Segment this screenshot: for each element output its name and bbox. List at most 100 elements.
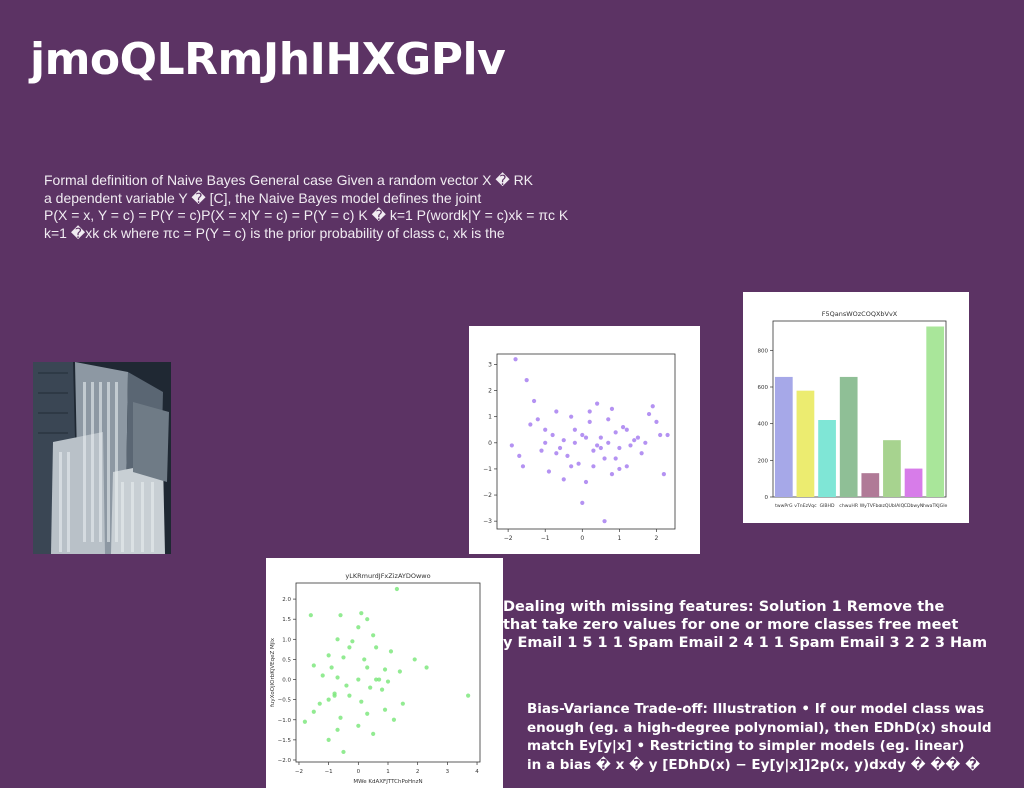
- scatter-point: [583, 435, 589, 440]
- x-tick-label: WyTVFbc: [860, 503, 882, 509]
- scatter-point: [379, 687, 385, 692]
- scatter-point: [569, 414, 574, 419]
- green-scatter-chart: −2 −1 0 1 2 3 4 −2.0 −1.5 −1.0 −0.5 0.0 0.5 1.0 1.5 2.0…: [270, 572, 481, 785]
- scatter-point: [572, 440, 577, 445]
- x-tick-label: 0: [357, 769, 361, 775]
- scatter-point: [528, 422, 533, 427]
- chart-title: F5QansWOzCOQXbVvX: [822, 310, 898, 318]
- green-scatter-card: −2 −1 0 1 2 3 4 −2.0 −1.5 −1.0 −0.5 0.0 0.5 1.0 1.5 2.0…: [266, 558, 503, 788]
- scatter-point: [308, 613, 313, 618]
- scatter-point: [335, 637, 340, 642]
- scatter-point: [466, 693, 471, 698]
- scatter-point: [356, 677, 361, 682]
- bar: [926, 326, 945, 497]
- plot-frame: [496, 353, 676, 530]
- plot-frame: [772, 320, 947, 498]
- slide-title: jmoQLRmJhIHXGPlv: [30, 34, 506, 85]
- scatter-point: [643, 440, 648, 445]
- scatter-point: [341, 655, 346, 660]
- scatter-point: [654, 419, 659, 425]
- scatter-point: [365, 711, 370, 716]
- y-tick-label: −1.0: [278, 718, 292, 724]
- scatter-point: [606, 417, 611, 422]
- x-tick-label: 2: [655, 535, 659, 542]
- naive-bayes-paragraph: Formal definition of Naive Bayes General…: [44, 172, 644, 242]
- paragraph-line: P(X = x, Y = c) = P(Y = c)P(X = x|Y = c)…: [44, 207, 569, 223]
- scatter-point: [391, 717, 397, 722]
- scatter-point: [613, 430, 618, 435]
- scatter-point: [326, 697, 331, 702]
- scatter-point: [591, 464, 596, 469]
- missing-features-text: Dealing with missing features: Solution …: [503, 598, 1024, 652]
- scatter-point: [347, 645, 352, 650]
- scatter-point: [561, 438, 566, 443]
- bar: [883, 440, 901, 497]
- scatter-point: [362, 657, 367, 662]
- scatter-point: [531, 398, 537, 404]
- paragraph-line: Formal definition of Naive Bayes General…: [44, 172, 534, 188]
- scatter-point: [394, 586, 400, 592]
- scatter-point: [617, 466, 622, 472]
- scatter-point: [661, 472, 666, 477]
- purple-scatter-card: −2 −1 0 1 2 −3 −2 −1 0 1 2 3: [469, 326, 700, 554]
- x-axis-label: MWe KdAXFJTTChPoHnzN: [353, 779, 422, 785]
- scatter-point: [520, 464, 526, 469]
- scatter-point: [639, 451, 644, 456]
- scatter-point: [580, 500, 585, 505]
- scatter-point: [382, 707, 388, 712]
- scatter-point: [374, 677, 379, 682]
- y-tick-label: −3: [483, 518, 492, 525]
- scatter-point: [326, 653, 331, 658]
- paragraph-line: k=1 �xk ck where πc = P(Y = c) is the pr…: [44, 224, 505, 241]
- scatter-point: [376, 677, 382, 682]
- scatter-point: [311, 663, 316, 668]
- bias-line: in a bias � x � y [EDhD(x) − Ey[y|x]]2p(…: [527, 756, 981, 773]
- scatter-point: [583, 479, 589, 485]
- x-tick-label: CDbwyN: [904, 503, 924, 509]
- scatter-point: [350, 639, 355, 644]
- scatter-point: [341, 749, 346, 755]
- missing-line: that take zero values for one or more cl…: [503, 617, 959, 633]
- scatter-point: [535, 417, 540, 422]
- y-tick-label: 1.5: [282, 617, 291, 623]
- scatter-point: [320, 673, 325, 678]
- scatter-point: [509, 443, 514, 448]
- scatter-point: [606, 440, 611, 445]
- missing-line: Dealing with missing features: Solution …: [503, 599, 945, 615]
- y-tick-label: −1.5: [278, 738, 292, 744]
- scatter-point: [546, 469, 552, 474]
- bar: [839, 376, 858, 497]
- x-tick-label: 2: [416, 769, 420, 775]
- x-tick-label: ezQUbIAlQ: [880, 503, 905, 509]
- scatter-point: [565, 453, 570, 458]
- scatter-point: [344, 683, 349, 688]
- plot-frame: [295, 582, 481, 763]
- scatter-point: [598, 445, 603, 451]
- scatter-point: [632, 438, 637, 443]
- bias-variance-text: Bias-Variance Trade-off: Illustration • …: [527, 700, 1024, 774]
- x-tick-label: 1: [617, 535, 621, 542]
- scatter-point: [609, 472, 615, 477]
- paragraph-line: a dependent variable Y � [C], the Naive …: [44, 189, 482, 206]
- scatter-point: [554, 409, 559, 414]
- scatter-point: [424, 665, 429, 670]
- scatter-point: [591, 448, 596, 453]
- purple-scatter-chart: −2 −1 0 1 2 −3 −2 −1 0 1 2 3: [483, 353, 676, 542]
- scatter-point: [371, 633, 376, 638]
- x-tick-label: −2: [504, 535, 513, 542]
- scatter-point: [329, 665, 334, 670]
- bar-chart: 0 200 400 600 800 twwPrG vTnEzVqc GlBHD chwuHR Wy…: [758, 310, 948, 509]
- y-tick-label: 800: [758, 348, 769, 354]
- bar: [818, 420, 836, 497]
- scatter-point: [302, 719, 308, 724]
- x-tick-label: −1: [325, 769, 333, 775]
- y-tick-label: 0.5: [282, 657, 291, 663]
- scatter-point: [587, 409, 592, 414]
- scatter-point: [635, 435, 641, 440]
- scatter-point: [550, 432, 555, 438]
- y-tick-label: −0.5: [278, 698, 292, 704]
- scatter-point: [385, 679, 391, 684]
- scatter-point: [374, 645, 379, 650]
- x-tick-label: GlBHD: [820, 503, 835, 509]
- scatter-point: [356, 723, 361, 728]
